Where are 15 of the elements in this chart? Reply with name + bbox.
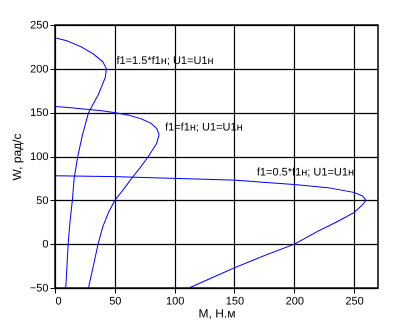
y-tick-label: 200 [30,63,48,76]
x-tick-label: 0 [56,296,62,308]
y-tick-label: 250 [30,20,48,32]
y-tick-label: 0 [42,238,48,251]
y-tick-label: 100 [30,151,48,163]
y-axis-title: W, рад/с [10,133,24,181]
y-tick-label: 50 [36,194,48,207]
x-tick-label: 50 [109,296,122,308]
x-tick-label: 100 [166,296,184,308]
x-axis-title: M, Н.м [198,306,236,320]
y-tick-label: −50 [30,282,48,294]
x-tick-label: 150 [226,296,244,308]
x-tick-label: 250 [345,296,364,308]
y-tick-label: 150 [30,107,48,120]
x-tick-label: 200 [286,296,304,308]
